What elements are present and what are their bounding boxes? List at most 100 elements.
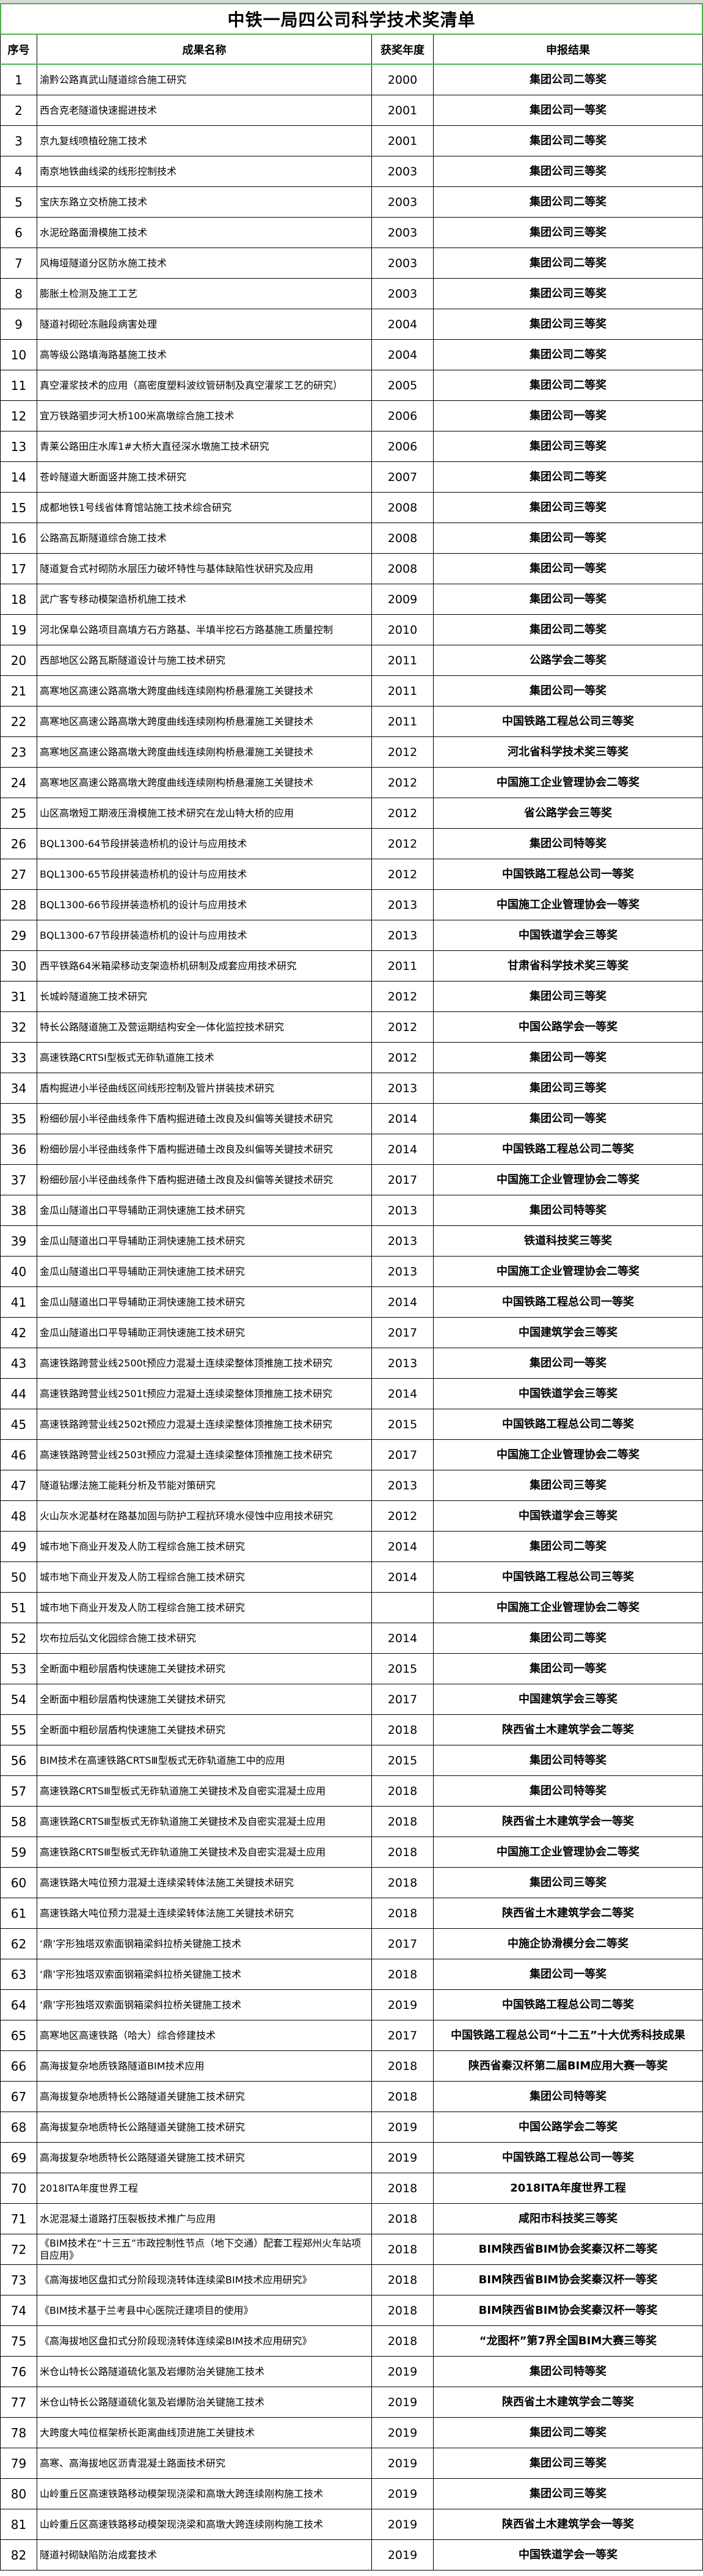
achievement-name: 隧道钻爆法施工能耗分析及节能对策研究 xyxy=(37,1470,372,1501)
table-row: 75 《高海拔地区盘扣式分阶段现浇转体连续梁BIM技术应用研究》 2018 “龙图杯”… xyxy=(0,2325,703,2357)
achievement-name: 高速铁路CRTSⅢ型板式无砟轨道施工关键技术及自密实混凝土应用 xyxy=(37,1775,372,1807)
row-number: 16 xyxy=(0,523,37,554)
achievement-name: ‘鼎’字形独塔双索面钢箱梁斜拉桥关键施工技术 xyxy=(37,1959,372,1990)
row-number: 1 xyxy=(0,64,37,95)
table-row: 1 渝黔公路真武山隧道综合施工研究 2000 集团公司二等奖 xyxy=(0,64,703,95)
sheet-top-strip xyxy=(0,0,703,3)
award-result: 集团公司一等奖 xyxy=(433,1653,703,1684)
award-year: 2011 xyxy=(371,675,434,706)
award-result: 集团公司二等奖 xyxy=(433,186,703,218)
achievement-name: 膨胀土检测及施工工艺 xyxy=(37,278,372,309)
achievement-name: 高等级公路填海路基施工技术 xyxy=(37,339,372,370)
award-year: 2003 xyxy=(371,186,434,218)
award-result: 集团公司一等奖 xyxy=(433,1042,703,1073)
achievement-name: 高寒地区高速公路高墩大跨度曲线连续刚构桥悬灌施工关键技术 xyxy=(37,675,372,706)
table-row: 20 西部地区公路瓦斯隧道设计与施工技术研究 2011 公路学会二等奖 xyxy=(0,645,703,676)
achievement-name: 城市地下商业开发及人防工程综合施工技术研究 xyxy=(37,1592,372,1623)
achievement-name: 高海拔复杂地质特长公路隧道关键施工技术研究 xyxy=(37,2142,372,2173)
achievement-name: ‘鼎’字形独塔双索面钢箱梁斜拉桥关键施工技术 xyxy=(37,1989,372,2020)
achievement-name: 隧道衬砌砼冻融段病害处理 xyxy=(37,309,372,340)
table-row: 16 公路高瓦斯隧道综合施工技术 2008 集团公司一等奖 xyxy=(0,523,703,554)
row-number: 12 xyxy=(0,400,37,431)
award-result: 集团公司一等奖 xyxy=(433,584,703,615)
award-year: 2013 xyxy=(371,920,434,951)
award-result: 集团公司三等奖 xyxy=(433,1867,703,1898)
table-row: 37 粉细砂层小半径曲线条件下盾构掘进碴土改良及纠偏等关键技术研究 2017 中国施工… xyxy=(0,1164,703,1195)
achievement-name: 西平铁路64米箱梁移动支架造桥机研制及成套应用技术研究 xyxy=(37,950,372,982)
award-year: 2014 xyxy=(371,1134,434,1165)
award-year: 2017 xyxy=(371,1439,434,1470)
table-row: 5 宝庆东路立交桥施工技术 2003 集团公司二等奖 xyxy=(0,186,703,218)
row-number: 29 xyxy=(0,920,37,951)
row-number: 2 xyxy=(0,95,37,126)
award-result: 陕西省秦汉杯第二届BIM应用大赛一等奖 xyxy=(433,2050,703,2082)
award-year: 2018 xyxy=(371,1775,434,1807)
row-number: 48 xyxy=(0,1500,37,1532)
table-row: 6 水泥砼路面滑模施工技术 2003 集团公司三等奖 xyxy=(0,217,703,248)
table-row: 54 全断面中粗砂层盾构快速施工关键技术研究 2017 中国建筑学会三等奖 xyxy=(0,1684,703,1715)
row-number: 73 xyxy=(0,2264,37,2295)
award-result: 集团公司二等奖 xyxy=(433,339,703,370)
achievement-name: 山岭重丘区高速铁路移动模架现浇梁和高墩大跨连续刚构施工技术 xyxy=(37,2478,372,2509)
achievement-name: 公路高瓦斯隧道综合施工技术 xyxy=(37,523,372,554)
award-year: 2019 xyxy=(371,2112,434,2143)
award-year: 2019 xyxy=(371,2448,434,2479)
achievement-name: 高速铁路跨营业线2500t预应力混凝土连续梁整体顶推施工技术研究 xyxy=(37,1348,372,1379)
row-number: 71 xyxy=(0,2203,37,2234)
achievement-name: BQL1300-67节段拼装造桥机的设计与应用技术 xyxy=(37,920,372,951)
table-row: 26 BQL1300-64节段拼装造桥机的设计与应用技术 2012 集团公司特等奖 xyxy=(0,828,703,859)
header-result: 申报结果 xyxy=(433,35,703,65)
award-result: 中国铁路工程总公司三等奖 xyxy=(433,1561,703,1593)
award-result: 中国施工企业管理协会一等奖 xyxy=(433,889,703,920)
row-number: 6 xyxy=(0,217,37,248)
table-row: 80 山岭重丘区高速铁路移动模架现浇梁和高墩大跨连续刚构施工技术 2019 集团公司三… xyxy=(0,2478,703,2509)
table-row: 62 ‘鼎’字形独塔双索面钢箱梁斜拉桥关键施工技术 2017 中施企协滑模分会二等奖 xyxy=(0,1928,703,1959)
award-result: 集团公司三等奖 xyxy=(433,2448,703,2479)
award-year: 2010 xyxy=(371,614,434,645)
row-number: 31 xyxy=(0,981,37,1012)
award-year: 2005 xyxy=(371,370,434,401)
row-number: 57 xyxy=(0,1775,37,1807)
table-row: 22 高寒地区高速公路高墩大跨度曲线连续刚构桥悬灌施工关键技术 2011 中国铁路工程… xyxy=(0,706,703,737)
award-year: 2018 xyxy=(371,2325,434,2357)
achievement-name: BQL1300-65节段拼装造桥机的设计与应用技术 xyxy=(37,859,372,890)
award-result: 集团公司二等奖 xyxy=(433,64,703,95)
row-number: 80 xyxy=(0,2478,37,2509)
achievement-name: 宜万铁路驷步河大桥100米高墩综合施工技术 xyxy=(37,400,372,431)
table-row: 66 高海拔复杂地质铁路隧道BIM技术应用 2018 陕西省秦汉杯第二届BIM应用大赛… xyxy=(0,2050,703,2082)
table-row: 68 高海拔复杂地质特长公路隧道关键施工技术研究 2019 中国公路学会二等奖 xyxy=(0,2112,703,2143)
awards-table: 序号 成果名称 获奖年度 申报结果 1 渝黔公路真武山隧道综合施工研究 2000 集团… xyxy=(0,35,703,2570)
achievement-name: BIM技术在高速铁路CRTSⅢ型板式无砟轨道施工中的应用 xyxy=(37,1745,372,1776)
achievement-name: 火山灰水泥基材在路基加固与防护工程抗环境水侵蚀中应用技术研究 xyxy=(37,1500,372,1532)
table-row: 53 全断面中粗砂层盾构快速施工关键技术研究 2015 集团公司一等奖 xyxy=(0,1653,703,1684)
achievement-name: 高速铁路大吨位预力混凝土连续梁转体法施工关键技术研究 xyxy=(37,1867,372,1898)
table-row: 8 膨胀土检测及施工工艺 2003 集团公司三等奖 xyxy=(0,278,703,309)
table-row: 79 高寒、高海拔地区沥青混凝土路面技术研究 2019 集团公司三等奖 xyxy=(0,2448,703,2479)
header-no: 序号 xyxy=(0,35,37,65)
row-number: 10 xyxy=(0,339,37,370)
award-result: 中国施工企业管理协会二等奖 xyxy=(433,1592,703,1623)
row-number: 33 xyxy=(0,1042,37,1073)
achievement-name: 粉细砂层小半径曲线条件下盾构掘进碴土改良及纠偏等关键技术研究 xyxy=(37,1134,372,1165)
row-number: 47 xyxy=(0,1470,37,1501)
award-result: 集团公司一等奖 xyxy=(433,1103,703,1134)
award-year: 2008 xyxy=(371,523,434,554)
award-result: 中国公路学会一等奖 xyxy=(433,1011,703,1043)
award-year: 2018 xyxy=(371,1806,434,1837)
award-year xyxy=(371,1592,434,1623)
award-year: 2007 xyxy=(371,461,434,493)
award-year: 2019 xyxy=(371,2539,434,2570)
award-year: 2006 xyxy=(371,400,434,431)
table-row: 47 隧道钻爆法施工能耗分析及节能对策研究 2013 集团公司三等奖 xyxy=(0,1470,703,1501)
achievement-name: BQL1300-66节段拼装造桥机的设计与应用技术 xyxy=(37,889,372,920)
award-year: 2018 xyxy=(371,2295,434,2326)
award-year: 2014 xyxy=(371,1623,434,1654)
table-row: 3 京九复线喷植砼施工技术 2001 集团公司二等奖 xyxy=(0,125,703,156)
award-year: 2018 xyxy=(371,2173,434,2204)
achievement-name: 水泥砼路面滑模施工技术 xyxy=(37,217,372,248)
achievement-name: 《高海拔地区盘扣式分阶段现浇转体连续梁BIM技术应用研究》 xyxy=(37,2264,372,2295)
achievement-name: 高速铁路CRTSⅢ型板式无砟轨道施工关键技术及自密实混凝土应用 xyxy=(37,1837,372,1868)
row-number: 69 xyxy=(0,2142,37,2173)
award-result: 集团公司二等奖 xyxy=(433,248,703,279)
achievement-name: 《BIM技术在“十三五”市政控制性节点（地下交通）配套工程郑州火车站项目应用》 xyxy=(37,2234,372,2265)
